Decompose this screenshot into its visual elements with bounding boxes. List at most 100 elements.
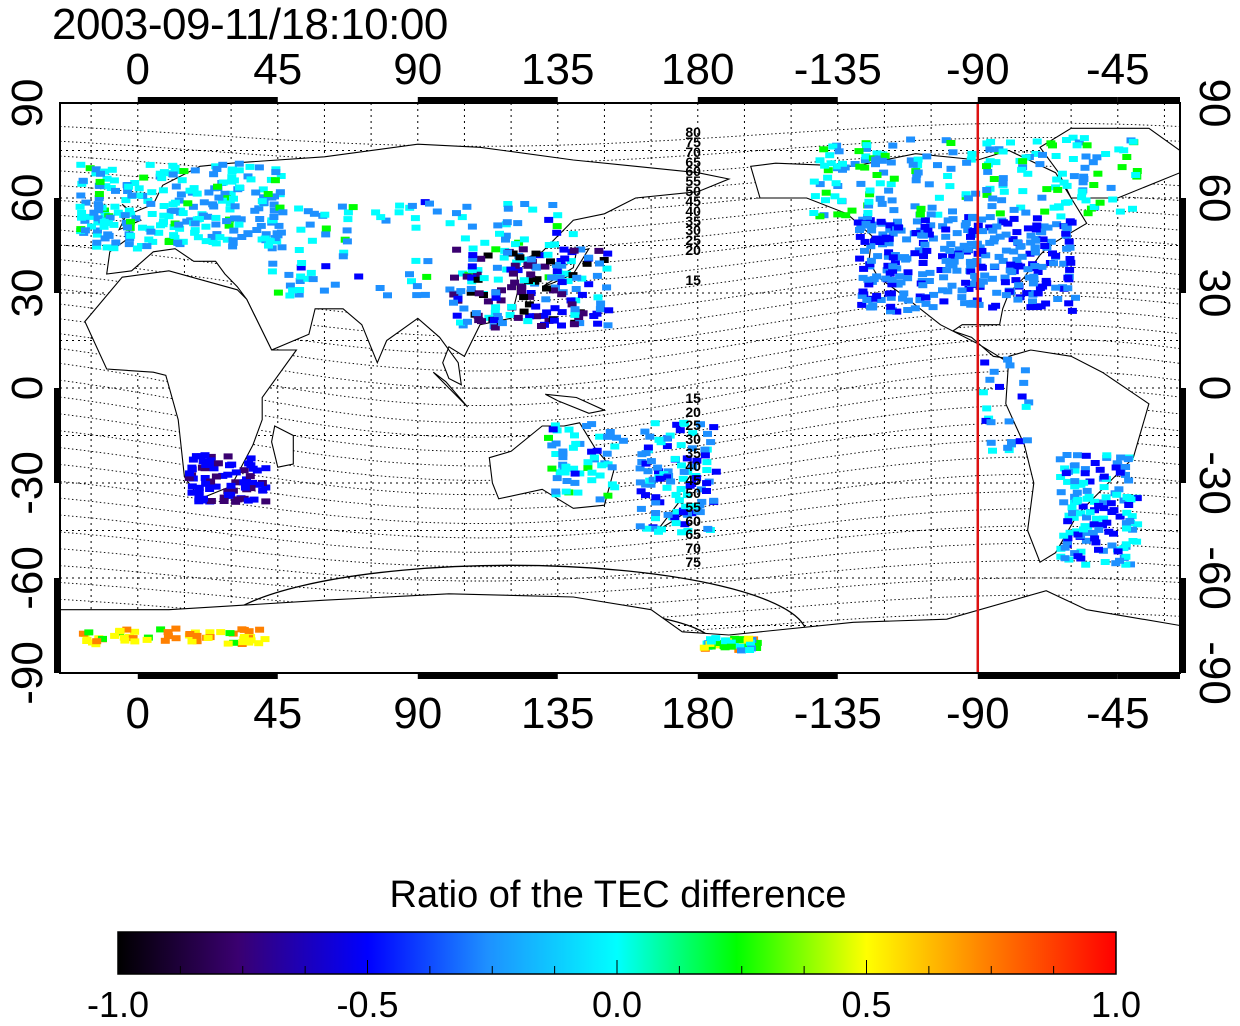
tec-patch [342, 227, 352, 234]
tec-patch [887, 197, 897, 204]
tec-patch [1108, 196, 1118, 203]
contour-label-north: 50 [685, 183, 701, 200]
tec-patch [1070, 462, 1080, 469]
tec-patch [156, 222, 165, 229]
tec-patch [319, 287, 329, 294]
tec-patch [230, 215, 239, 222]
tec-patch [190, 220, 200, 227]
tec-patch [677, 529, 687, 536]
left-latitude-tick: 30 [3, 268, 52, 318]
tec-patch [466, 285, 476, 292]
tec-patch [1051, 284, 1061, 291]
tec-patch [603, 250, 613, 257]
bottom-tick-band [417, 673, 558, 679]
tec-patch [123, 188, 133, 194]
tec-patch [170, 207, 180, 214]
tec-patch [525, 313, 535, 320]
tec-patch [942, 267, 952, 274]
tec-patch [558, 450, 568, 457]
tec-patch [651, 510, 661, 516]
tec-patch [493, 276, 503, 283]
tec-patch [228, 487, 238, 494]
tec-patch [102, 244, 112, 251]
tec-patch [199, 495, 208, 502]
tec-patch [395, 202, 405, 209]
tec-patch [715, 640, 725, 646]
tec-patch [696, 486, 706, 493]
tec-patch [915, 293, 925, 300]
tec-patch [889, 207, 899, 214]
tec-patch [862, 297, 872, 303]
tec-patch [459, 305, 469, 312]
tec-patch [234, 221, 244, 228]
tec-patch [1040, 243, 1050, 249]
tec-patch [239, 479, 249, 486]
contour-label-south: 40 [685, 458, 701, 475]
tec-patch [288, 287, 298, 294]
tec-patch [864, 281, 874, 288]
tec-patch [1009, 248, 1019, 255]
tec-patch [1067, 219, 1077, 226]
tec-patch [123, 224, 132, 231]
tec-patch [156, 626, 166, 633]
tec-patch [188, 203, 198, 210]
tec-patch [354, 273, 364, 280]
tec-patch [941, 226, 951, 233]
tec-patch [234, 160, 244, 167]
top-longitude-tick: 180 [661, 45, 735, 94]
tec-patch [175, 225, 185, 232]
tec-patch [1013, 296, 1023, 303]
tec-patch [456, 288, 466, 295]
tec-patch [985, 376, 995, 383]
tec-patch [1009, 215, 1019, 222]
tec-patch [587, 477, 597, 484]
tec-patch [697, 498, 707, 505]
tec-patch [501, 232, 511, 239]
tec-patch [911, 177, 921, 184]
tec-patch [941, 137, 951, 144]
tec-patch [1081, 452, 1091, 459]
tec-patch [593, 294, 603, 301]
right-tick-band [1180, 198, 1186, 293]
tec-patch [164, 213, 174, 220]
tec-patch [948, 208, 957, 215]
tec-patch [1114, 486, 1124, 493]
tec-patch [945, 247, 955, 254]
tec-patch [223, 471, 233, 478]
tec-patch [211, 473, 221, 480]
tec-patch [558, 454, 568, 461]
tec-patch [1007, 269, 1017, 276]
tec-patch [1021, 209, 1031, 216]
tec-patch [1006, 139, 1015, 146]
tec-patch [1068, 510, 1078, 517]
tec-patch [1062, 225, 1072, 232]
tec-patch [1081, 561, 1091, 568]
tec-patch [260, 235, 270, 242]
tec-patch [198, 458, 208, 465]
tec-patch [1079, 135, 1089, 142]
right-tick-band [1180, 388, 1186, 483]
tec-patch [513, 220, 523, 227]
tec-patch [231, 469, 241, 476]
top-tick-band [417, 97, 558, 103]
tec-patch [662, 443, 672, 450]
contour-label-north: 35 [685, 212, 701, 229]
tec-patch [1001, 292, 1011, 299]
tec-patch [1033, 269, 1043, 275]
tec-patch [1018, 158, 1028, 165]
tec-patch [651, 499, 661, 506]
tec-patch [229, 177, 239, 184]
magnetic-contour [60, 542, 1180, 582]
tec-patch [1082, 514, 1091, 521]
tec-patch [257, 198, 267, 205]
tec-patch [676, 486, 686, 492]
tec-patch [126, 211, 136, 218]
tec-patch [809, 210, 819, 216]
tec-patch [462, 203, 472, 210]
tec-patch [567, 301, 577, 308]
tec-patch [134, 192, 144, 199]
tec-patch [126, 232, 136, 239]
contour-label-south: 25 [685, 417, 701, 434]
tec-patch [1117, 164, 1127, 171]
tec-patch [177, 177, 187, 184]
